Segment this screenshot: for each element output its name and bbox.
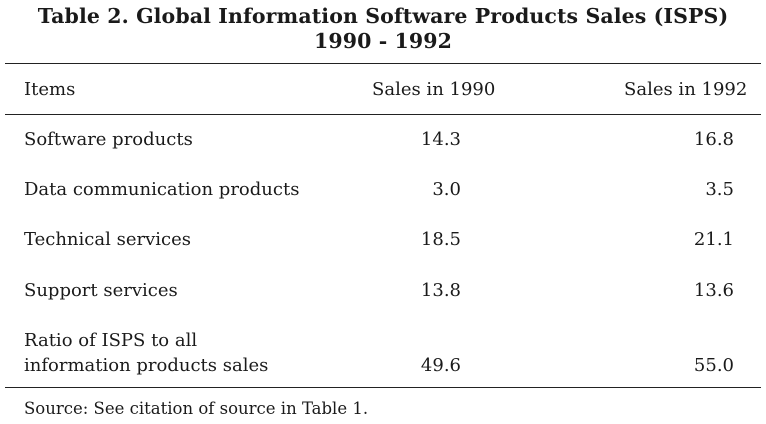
bottom-rule <box>5 387 761 388</box>
row-item: Support services <box>24 280 178 301</box>
row-item-line-2: information products sales <box>24 355 269 376</box>
header-rule <box>5 114 761 115</box>
row-item: Data communication products <box>24 179 300 200</box>
row-item: Technical services <box>24 229 191 250</box>
row-sales-1990: 49.6 <box>420 355 461 376</box>
table-title-line-2: 1990 - 1992 <box>314 29 452 53</box>
header-sales-1992: Sales in 1992 <box>624 79 748 100</box>
header-sales-1990: Sales in 1990 <box>372 79 496 100</box>
row-sales-1990: 18.5 <box>420 229 461 250</box>
row-item-line-1: Ratio of ISPS to all <box>24 330 198 351</box>
source-note: Source: See citation of source in Table … <box>24 399 369 418</box>
row-sales-1990: 3.0 <box>432 179 461 200</box>
table-title: Table 2. Global Information Software Pro… <box>0 4 766 54</box>
header-items: Items <box>24 79 76 100</box>
row-sales-1992: 13.6 <box>693 280 734 301</box>
row-sales-1992: 21.1 <box>693 229 734 250</box>
row-sales-1990: 14.3 <box>420 129 461 150</box>
row-sales-1992: 55.0 <box>693 355 734 376</box>
row-item: Software products <box>24 129 193 150</box>
table-title-line-1: Table 2. Global Information Software Pro… <box>37 4 729 28</box>
row-sales-1992: 16.8 <box>693 129 734 150</box>
row-sales-1990: 13.8 <box>420 280 461 301</box>
top-rule <box>5 63 761 64</box>
row-sales-1992: 3.5 <box>705 179 734 200</box>
